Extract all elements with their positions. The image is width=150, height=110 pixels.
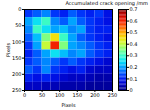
svg-text:200: 200 <box>90 92 100 98</box>
svg-text:100: 100 <box>55 92 65 98</box>
svg-text:0: 0 <box>23 92 26 98</box>
svg-text:50: 50 <box>39 92 45 98</box>
svg-text:0.7: 0.7 <box>130 6 138 12</box>
svg-text:0: 0 <box>18 6 21 12</box>
svg-text:250: 250 <box>12 87 22 93</box>
svg-text:0.3: 0.3 <box>130 52 138 58</box>
svg-text:0.2: 0.2 <box>130 64 138 70</box>
svg-text:200: 200 <box>12 71 22 77</box>
svg-text:150: 150 <box>12 55 22 61</box>
svg-text:Pixels: Pixels <box>5 43 11 58</box>
svg-text:Pixels: Pixels <box>61 102 76 108</box>
svg-text:150: 150 <box>73 92 83 98</box>
svg-text:0.4: 0.4 <box>130 41 138 47</box>
svg-text:250: 250 <box>108 92 118 98</box>
svg-text:0.1: 0.1 <box>130 76 138 82</box>
svg-text:0.6: 0.6 <box>130 18 138 24</box>
svg-text:100: 100 <box>12 39 22 45</box>
svg-text:0.5: 0.5 <box>130 29 138 35</box>
svg-text:0: 0 <box>130 87 133 93</box>
html-text:Accumulated crack opening /mm: Accumulated crack opening /mm <box>65 0 148 6</box>
svg-text:50: 50 <box>15 22 21 28</box>
